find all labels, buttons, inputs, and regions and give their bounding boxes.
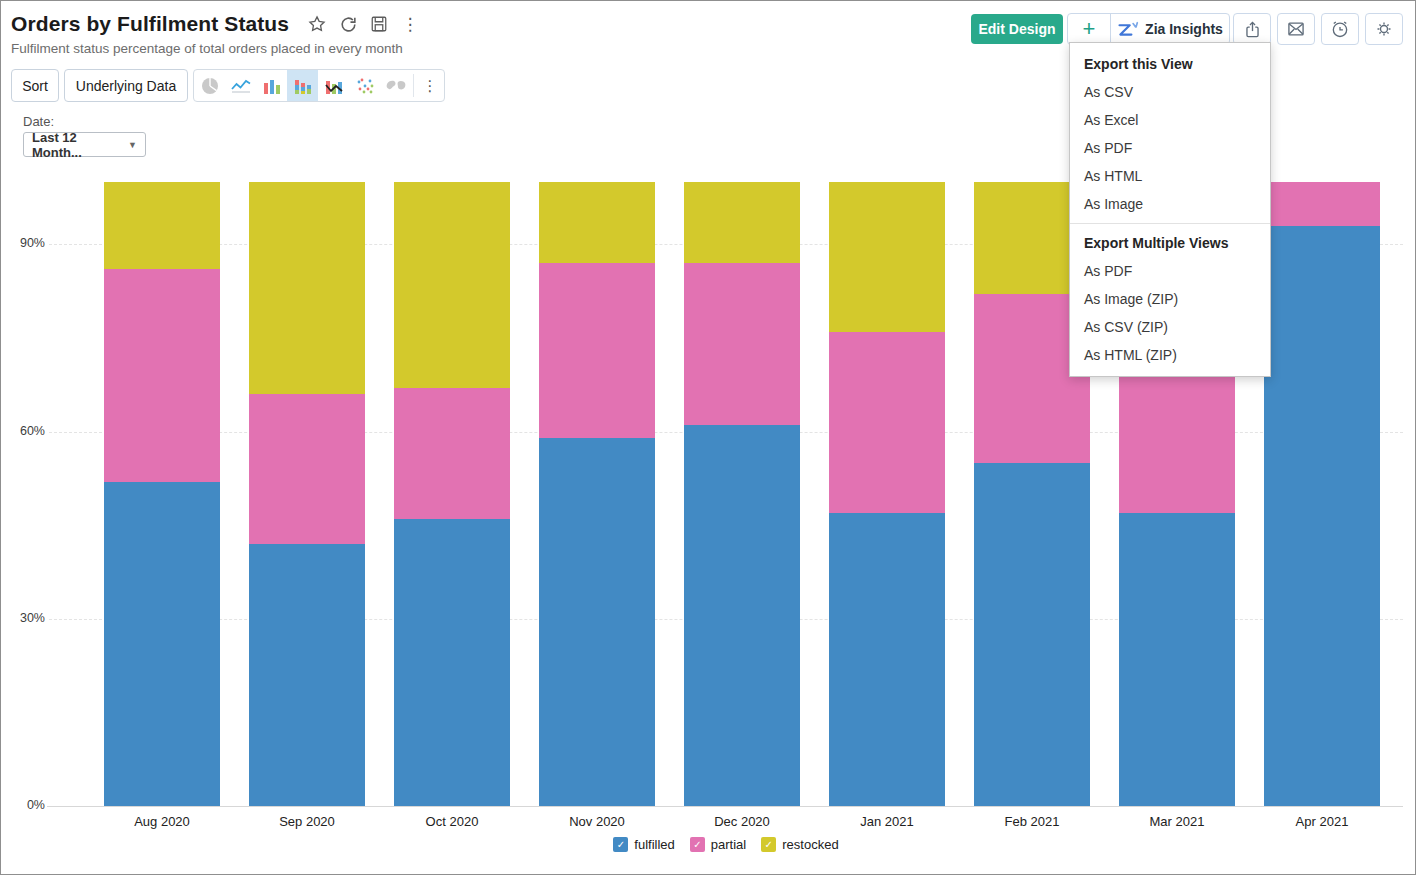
bar-segment-fulfilled[interactable] (829, 513, 945, 806)
bar-segment-fulfilled[interactable] (1264, 226, 1380, 806)
legend-item-partial[interactable]: ✓ partial (690, 837, 746, 852)
export-menu-item[interactable]: As Excel (1070, 106, 1270, 134)
bar-segment-restocked[interactable] (829, 182, 945, 332)
export-menu-item[interactable]: As HTML (ZIP) (1070, 341, 1270, 369)
export-menu-item[interactable]: As CSV (ZIP) (1070, 313, 1270, 341)
bar-segment-partial[interactable] (1264, 182, 1380, 226)
bar-segment-partial[interactable] (684, 263, 800, 425)
export-menu-item[interactable]: As HTML (1070, 162, 1270, 190)
bar-segment-partial[interactable] (104, 269, 220, 481)
bar-segment-partial[interactable] (249, 394, 365, 544)
bar-segment-restocked[interactable] (684, 182, 800, 263)
legend-item-restocked[interactable]: ✓ restocked (761, 837, 838, 852)
legend-item-fulfilled[interactable]: ✓ fulfilled (613, 837, 674, 852)
x-axis-category-label: Mar 2021 (1105, 814, 1250, 829)
bar-segment-restocked[interactable] (249, 182, 365, 394)
export-menu-item[interactable]: As CSV (1070, 78, 1270, 106)
export-menu-item[interactable]: As Image (1070, 190, 1270, 218)
bar-segment-partial[interactable] (539, 263, 655, 438)
bar-segment-restocked[interactable] (394, 182, 510, 388)
x-axis-category-label: Oct 2020 (380, 814, 525, 829)
x-axis-category-label: Feb 2021 (960, 814, 1105, 829)
y-axis-tick-label: 60% (1, 424, 45, 438)
x-axis-line (47, 806, 1403, 807)
bar-segment-fulfilled[interactable] (104, 482, 220, 806)
x-axis-category-label: Sep 2020 (235, 814, 380, 829)
x-axis-category-label: Nov 2020 (525, 814, 670, 829)
legend-swatch-icon: ✓ (761, 837, 776, 852)
bar-segment-partial[interactable] (394, 388, 510, 519)
bar-segment-fulfilled[interactable] (394, 519, 510, 806)
x-axis-category-label: Jan 2021 (815, 814, 960, 829)
app-window: Orders by Fulfilment Status ⋮ Fulfilment… (0, 0, 1416, 875)
y-axis-tick-label: 30% (1, 611, 45, 625)
bar-segment-partial[interactable] (829, 332, 945, 513)
x-axis-category-label: Apr 2021 (1250, 814, 1395, 829)
legend-label: partial (711, 837, 746, 852)
legend-swatch-icon: ✓ (613, 837, 628, 852)
export-menu-item[interactable]: As PDF (1070, 134, 1270, 162)
export-menu: Export this ViewAs CSVAs ExcelAs PDFAs H… (1069, 42, 1271, 377)
x-axis-category-label: Dec 2020 (670, 814, 815, 829)
y-axis-tick-label: 90% (1, 236, 45, 250)
legend-label: fulfilled (634, 837, 674, 852)
x-axis-category-label: Aug 2020 (90, 814, 235, 829)
bar-segment-restocked[interactable] (104, 182, 220, 269)
y-axis-tick-label: 0% (1, 798, 45, 812)
export-menu-header: Export this View (1070, 50, 1270, 78)
export-menu-item[interactable]: As Image (ZIP) (1070, 285, 1270, 313)
export-menu-header: Export Multiple Views (1070, 229, 1270, 257)
chart-legend: ✓ fulfilled ✓ partial ✓ restocked (49, 837, 1403, 852)
legend-label: restocked (782, 837, 838, 852)
export-menu-item[interactable]: As PDF (1070, 257, 1270, 285)
bar-segment-fulfilled[interactable] (684, 425, 800, 806)
bar-segment-fulfilled[interactable] (539, 438, 655, 806)
legend-swatch-icon: ✓ (690, 837, 705, 852)
bar-segment-restocked[interactable] (539, 182, 655, 263)
bar-segment-fulfilled[interactable] (1119, 513, 1235, 806)
bar-segment-fulfilled[interactable] (974, 463, 1090, 806)
bar-segment-fulfilled[interactable] (249, 544, 365, 806)
